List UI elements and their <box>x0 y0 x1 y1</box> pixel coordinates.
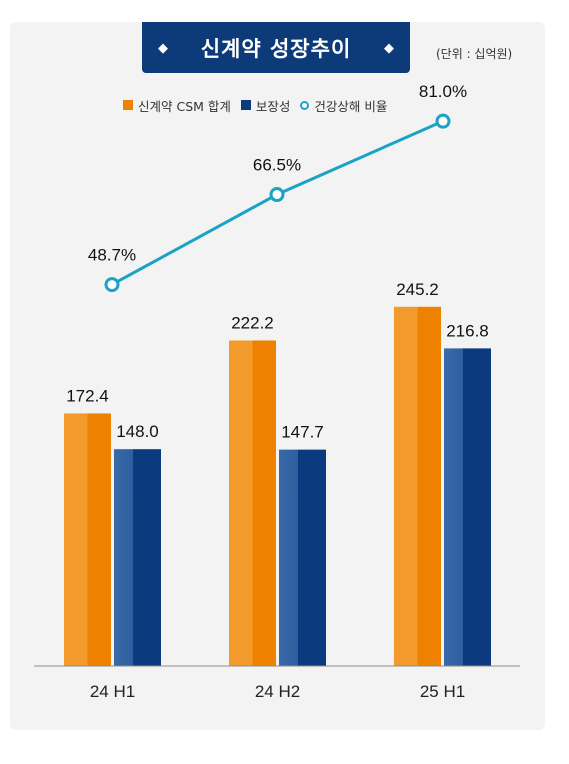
x-tick-label: 25 H1 <box>420 682 465 701</box>
bullet-dot-icon: ◆ <box>384 40 394 55</box>
bullet-dot-icon: ◆ <box>158 40 168 55</box>
legend-swatch-square-icon <box>240 100 251 110</box>
legend-item-protection: 보장성 <box>240 96 291 115</box>
bar-value-label: 148.0 <box>116 422 159 441</box>
health-ratio-point <box>269 187 285 203</box>
bar-value-label: 245.2 <box>396 280 439 299</box>
health-ratio-point <box>104 277 120 293</box>
x-tick-label: 24 H1 <box>90 682 135 701</box>
legend-item-csm: 신계약 CSM 합계 <box>123 96 231 115</box>
health-ratio-line <box>111 119 444 286</box>
protection-bar <box>279 449 326 666</box>
bar-value-label: 172.4 <box>66 386 109 405</box>
chart-title-banner: ◆ 신계약 성장추이 ◆ <box>142 22 410 73</box>
line-value-label: 66.5% <box>253 156 301 175</box>
csm-bar <box>394 306 441 666</box>
x-tick-label: 24 H2 <box>255 682 300 701</box>
legend-label: 보장성 <box>255 98 291 114</box>
csm-bar <box>229 340 276 666</box>
health-ratio-point <box>435 113 451 129</box>
unit-note: (단위 : 십억원) <box>436 47 513 61</box>
protection-bar <box>444 348 491 666</box>
legend-ring-icon <box>300 100 310 110</box>
legend-label: 건강상해 비율 <box>314 98 388 114</box>
line-value-label: 48.7% <box>88 246 136 265</box>
legend-swatch-square-icon <box>123 100 133 110</box>
protection-bar <box>114 449 161 666</box>
csm-bar <box>64 413 111 666</box>
bar-value-label: 222.2 <box>231 313 274 332</box>
bar-value-label: 216.8 <box>446 321 489 340</box>
line-value-label: 81.0% <box>419 82 467 101</box>
chart-legend: 신계약 CSM 합계 보장성 건강상해 비율 <box>123 96 397 114</box>
legend-label: 신계약 CSM 합계 <box>138 98 231 114</box>
bar-value-label: 147.7 <box>281 423 324 442</box>
chart-title: 신계약 성장추이 <box>200 36 352 61</box>
legend-item-health-ratio: 건강상해 비율 <box>300 96 387 115</box>
